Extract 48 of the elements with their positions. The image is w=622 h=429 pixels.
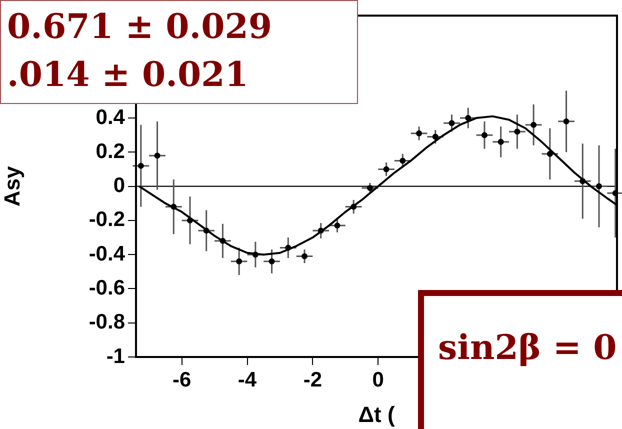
point: [481, 132, 488, 138]
point: [400, 158, 406, 164]
point: [530, 122, 537, 128]
y-axis-title: Asy: [0, 165, 24, 206]
point: [334, 222, 340, 229]
point: [596, 183, 602, 190]
point: [285, 244, 292, 251]
y-tick-label: 0.4: [96, 106, 126, 129]
x-tick-label: 0: [372, 368, 384, 392]
point: [302, 253, 308, 260]
point: [448, 120, 455, 126]
point: [154, 152, 160, 159]
point: [318, 228, 324, 234]
point: [383, 166, 390, 172]
y-tick-label: -0.4: [88, 242, 126, 266]
annotation: sin2β = 0: [438, 327, 618, 370]
point: [432, 134, 438, 140]
annotation: 0.671 ± 0.029: [7, 6, 274, 49]
point: [236, 258, 242, 264]
point: [416, 130, 422, 136]
point: [186, 217, 193, 224]
point: [268, 258, 275, 264]
text-box: 0.671 ± 0.029 .014 ± 0.021: [0, 0, 358, 104]
y-tick-label: 0.2: [96, 140, 125, 163]
point: [252, 252, 258, 258]
point: [563, 118, 570, 124]
point: [514, 128, 520, 135]
point: [366, 185, 373, 192]
point: [350, 204, 357, 210]
y-tick-label: -0.8: [88, 310, 126, 334]
point: [203, 228, 210, 234]
y-tick-label: -0.2: [88, 208, 125, 232]
x-tick-label: -4: [238, 368, 257, 392]
y-tick-label: 0: [113, 174, 125, 198]
y-tick-label: -1: [106, 344, 126, 368]
point: [580, 178, 586, 184]
x-tick-label: -2: [303, 368, 322, 392]
point: [546, 150, 553, 157]
framed-text-box: sin2β = 0: [418, 290, 622, 429]
annotation: .014 ± 0.021: [7, 54, 250, 97]
x-tick-label: -6: [172, 368, 192, 392]
x-axis-title: Δt (: [358, 402, 396, 427]
point: [138, 162, 144, 169]
point: [465, 115, 472, 122]
y-tick-label: -0.6: [88, 276, 125, 300]
point: [498, 138, 504, 145]
point: [220, 238, 226, 244]
point: [170, 204, 177, 210]
